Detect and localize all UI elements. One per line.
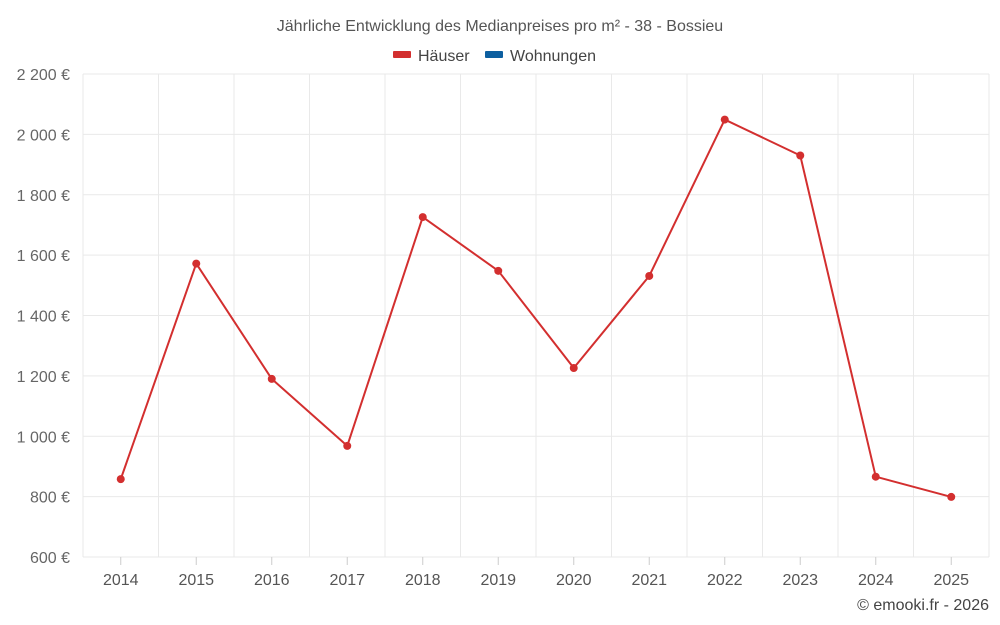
x-tick-label: 2021	[631, 572, 667, 589]
y-tick-label: 1 800 €	[17, 188, 70, 205]
data-point[interactable]	[720, 115, 729, 124]
y-axis: 600 € 800 € 1 000 € 1 200 € 1 400 € 1 600 € 1 …	[17, 67, 70, 567]
data-point[interactable]	[494, 266, 503, 275]
y-tick-label: 800 €	[30, 490, 70, 507]
y-tick-label: 1 600 €	[17, 248, 70, 265]
x-tick-label: 2020	[556, 572, 592, 589]
data-point[interactable]	[796, 151, 805, 160]
data-point[interactable]	[192, 259, 201, 268]
series	[116, 115, 956, 501]
chart-title: Jährliche Entwicklung des Medianpreises …	[277, 18, 723, 35]
x-tick-label: 2022	[707, 572, 743, 589]
y-tick-label: 1 400 €	[17, 309, 70, 326]
data-point[interactable]	[947, 492, 956, 501]
credit-text: © emooki.fr - 2026	[857, 597, 989, 614]
data-point[interactable]	[418, 213, 427, 222]
y-tick-label: 2 000 €	[17, 127, 70, 144]
legend-item-haeuser[interactable]: Häuser	[393, 48, 470, 65]
legend-swatch-wohnungen	[485, 51, 503, 58]
x-tick-label: 2017	[329, 572, 365, 589]
grid	[82, 73, 990, 558]
legend-swatch-haeuser	[393, 51, 411, 58]
x-axis: 2014 2015 2016 2017 2018 2019 2020 2021 2022 2023…	[103, 557, 969, 589]
x-tick-label: 2014	[103, 572, 139, 589]
y-tick-label: 2 200 €	[17, 67, 70, 84]
data-point[interactable]	[569, 364, 578, 373]
legend-label-wohnungen: Wohnungen	[510, 48, 596, 65]
series-line-0	[119, 118, 952, 498]
x-tick-label: 2015	[178, 572, 214, 589]
data-point[interactable]	[645, 271, 654, 280]
y-tick-label: 1 200 €	[17, 369, 70, 386]
x-tick-label: 2025	[933, 572, 969, 589]
data-point[interactable]	[871, 472, 880, 481]
data-point[interactable]	[267, 374, 276, 383]
x-tick-label: 2018	[405, 572, 441, 589]
x-tick-label: 2016	[254, 572, 290, 589]
legend-item-wohnungen[interactable]: Wohnungen	[485, 48, 596, 65]
data-point[interactable]	[116, 475, 125, 484]
legend-label-haeuser: Häuser	[418, 48, 470, 65]
data-point[interactable]	[343, 441, 352, 450]
x-tick-label: 2023	[782, 572, 818, 589]
y-tick-label: 1 000 €	[17, 429, 70, 446]
x-tick-label: 2024	[858, 572, 894, 589]
x-tick-label: 2019	[480, 572, 516, 589]
legend: Häuser Wohnungen	[393, 48, 596, 65]
y-tick-label: 600 €	[30, 550, 70, 567]
